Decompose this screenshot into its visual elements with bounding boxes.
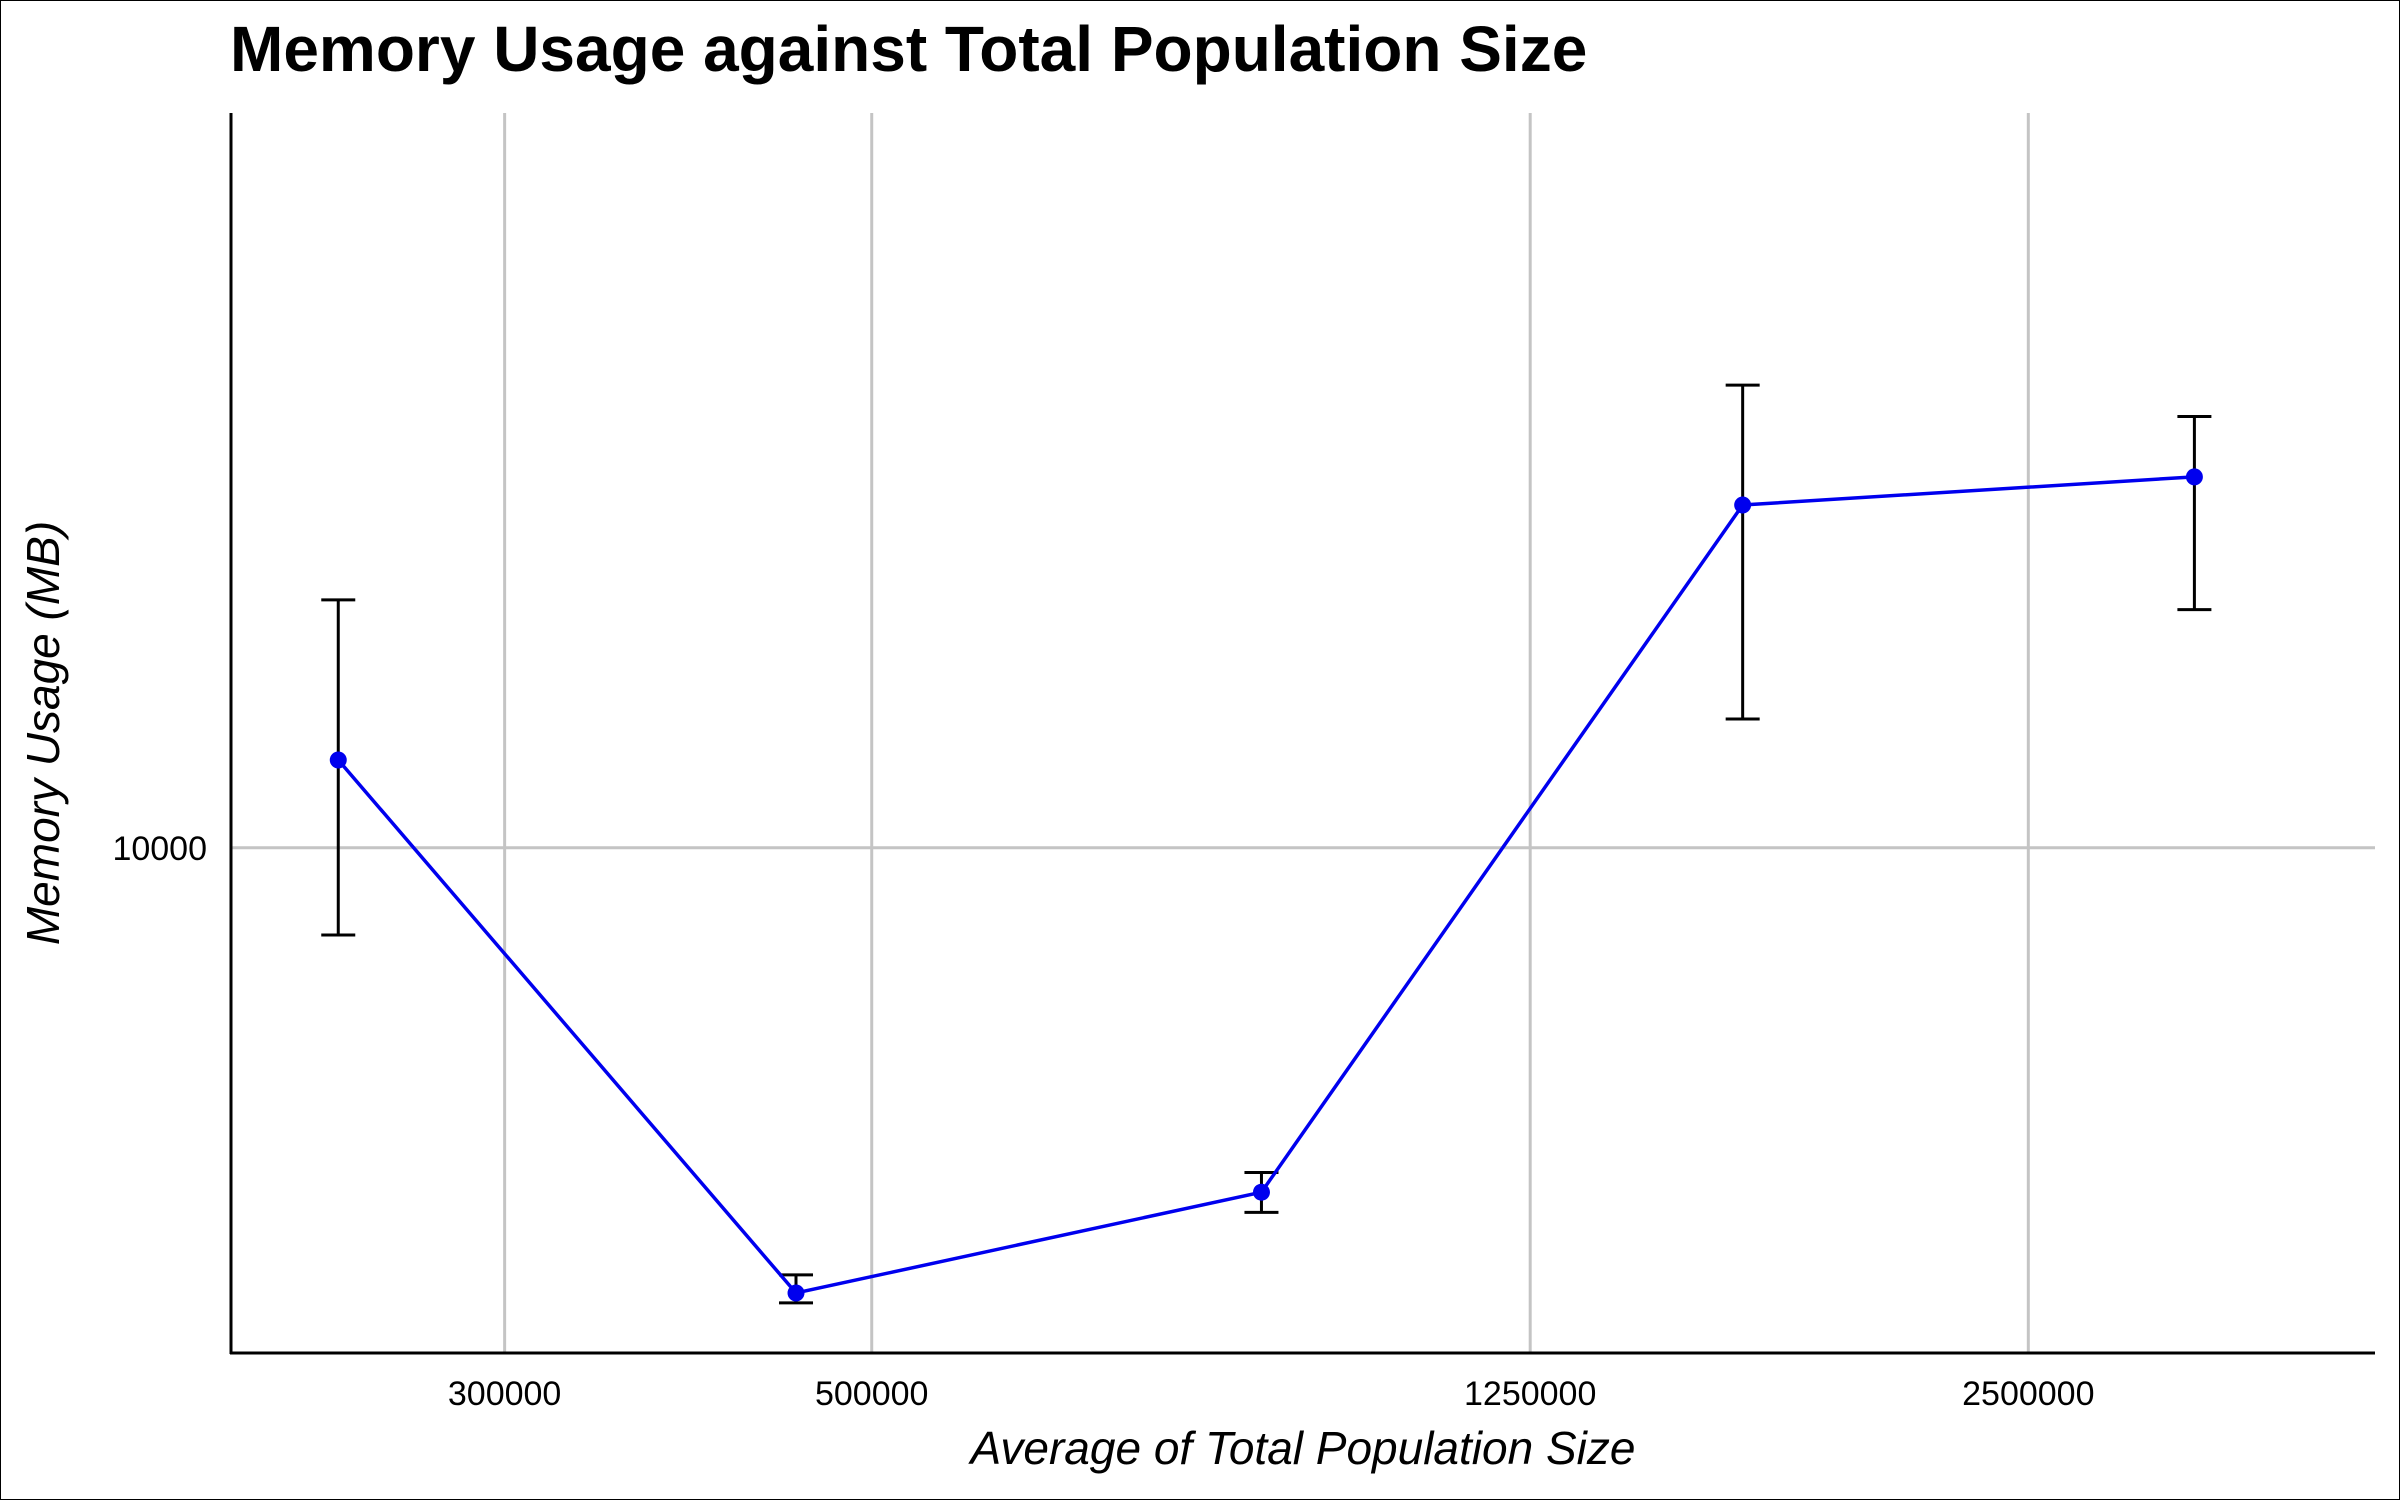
y-tick-labels: 10000	[112, 830, 207, 868]
x-tick-label: 2500000	[1962, 1375, 2094, 1413]
x-axis-title: Average of Total Population Size	[968, 1422, 1636, 1474]
x-tick-label: 300000	[448, 1375, 561, 1413]
data-point	[329, 751, 347, 769]
data-point	[1734, 496, 1752, 514]
error-bar	[1725, 383, 1760, 721]
axes	[229, 113, 2375, 1355]
error-bar	[2177, 415, 2212, 612]
error-bars	[321, 383, 2212, 1305]
x-tick-label: 1250000	[1464, 1375, 1596, 1413]
y-axis-title: Memory Usage (MB)	[17, 521, 69, 945]
chart-title: Memory Usage against Total Population Si…	[230, 13, 1587, 85]
grid	[231, 113, 2375, 1353]
data-point	[2185, 468, 2203, 486]
data-point	[1252, 1183, 1270, 1201]
x-tick-label: 500000	[815, 1375, 928, 1413]
data-point	[787, 1284, 805, 1302]
series-line	[336, 475, 2195, 1295]
x-tick-labels: 300000 500000 1250000 2500000	[448, 1375, 2095, 1413]
y-tick-label: 10000	[112, 830, 207, 868]
series	[329, 468, 2203, 1302]
